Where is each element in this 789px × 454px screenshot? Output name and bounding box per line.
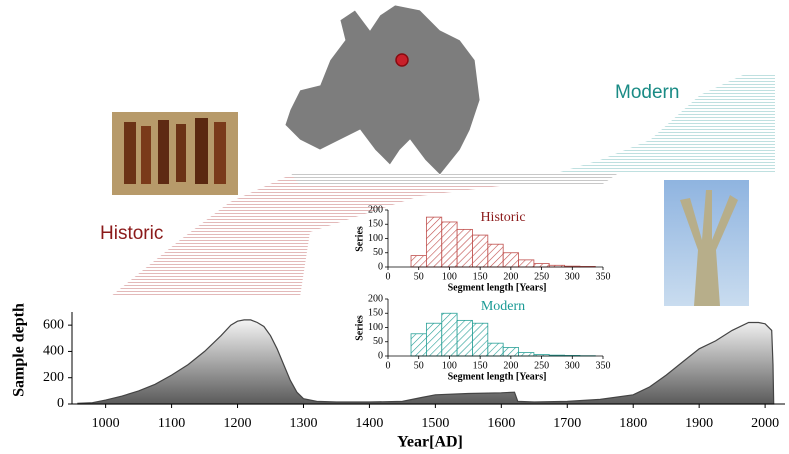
bar [411, 256, 426, 267]
x-tick-label: 1600 [487, 416, 515, 431]
x-tick-label: 100 [442, 271, 457, 282]
x-tick-label: 0 [386, 271, 391, 282]
y-axis-title: Sample depth [11, 303, 28, 397]
y-tick-label: 0 [57, 396, 64, 411]
tree-photo [664, 180, 749, 306]
x-tick-label: 350 [596, 360, 611, 371]
area [78, 320, 774, 404]
x-tick-label: 1700 [553, 416, 581, 431]
x-tick-label: 200 [503, 360, 518, 371]
bar [411, 334, 426, 356]
x-tick-label: 0 [386, 360, 391, 371]
x-tick-label: 1500 [421, 416, 449, 431]
bar [488, 244, 503, 267]
x-tick-label: 250 [534, 360, 549, 371]
y-tick-label: 150 [368, 219, 383, 230]
bar [472, 323, 487, 356]
bar [457, 229, 472, 267]
x-tick-label: 1900 [685, 416, 713, 431]
y-tick-label: 600 [43, 317, 64, 332]
x-tick-label: 300 [565, 271, 580, 282]
y-tick-label: 100 [368, 322, 383, 333]
x-tick-label: 1300 [289, 416, 317, 431]
x-tick-label: 200 [503, 271, 518, 282]
bar [442, 222, 457, 267]
x-axis-title: Segment length [Years] [448, 282, 547, 293]
x-axis-title: Year[AD] [397, 434, 463, 451]
y-axis-title: Series [354, 226, 365, 252]
x-tick-label: 50 [414, 271, 424, 282]
bar [457, 320, 472, 356]
wood-photo [112, 112, 238, 195]
y-tick-label: 200 [368, 204, 383, 215]
bar [519, 260, 534, 267]
x-tick-label: 1000 [92, 416, 120, 431]
y-tick-label: 50 [373, 247, 383, 258]
y-tick-label: 50 [373, 336, 383, 347]
x-tick-label: 1400 [355, 416, 383, 431]
y-tick-label: 0 [378, 261, 383, 272]
y-tick-label: 100 [368, 233, 383, 244]
y-tick-label: 200 [368, 293, 383, 304]
x-tick-label: 150 [473, 360, 488, 371]
y-tick-label: 400 [43, 344, 64, 359]
series-label: Historic [100, 223, 163, 244]
bar [503, 253, 518, 267]
europe-map [285, 5, 480, 175]
series-label: Modern [615, 82, 679, 103]
x-tick-label: 100 [442, 360, 457, 371]
x-tick-label: 300 [565, 360, 580, 371]
bar [426, 217, 441, 267]
y-tick-label: 200 [43, 370, 64, 385]
y-tick-label: 0 [378, 350, 383, 361]
bar [534, 264, 549, 267]
bar [488, 343, 503, 356]
x-tick-label: 1100 [158, 416, 185, 431]
bar [426, 323, 441, 356]
x-axis-title: Segment length [Years] [448, 371, 547, 382]
x-tick-label: 1800 [619, 416, 647, 431]
x-tick-label: 150 [473, 271, 488, 282]
x-tick-label: 250 [534, 271, 549, 282]
x-tick-label: 350 [596, 271, 611, 282]
x-tick-label: 1200 [224, 416, 252, 431]
figure: 0200400600100011001200130014001500160017… [0, 0, 789, 454]
x-tick-label: 50 [414, 360, 424, 371]
y-axis-title: Series [354, 315, 365, 341]
y-tick-label: 150 [368, 308, 383, 319]
bar [442, 313, 457, 356]
inset-title: Modern [481, 299, 525, 314]
bar [472, 235, 487, 267]
inset-title: Historic [480, 210, 525, 225]
middle-segments [290, 172, 620, 186]
bar [519, 353, 534, 356]
x-tick-label: 2000 [751, 416, 779, 431]
bar [503, 347, 518, 356]
